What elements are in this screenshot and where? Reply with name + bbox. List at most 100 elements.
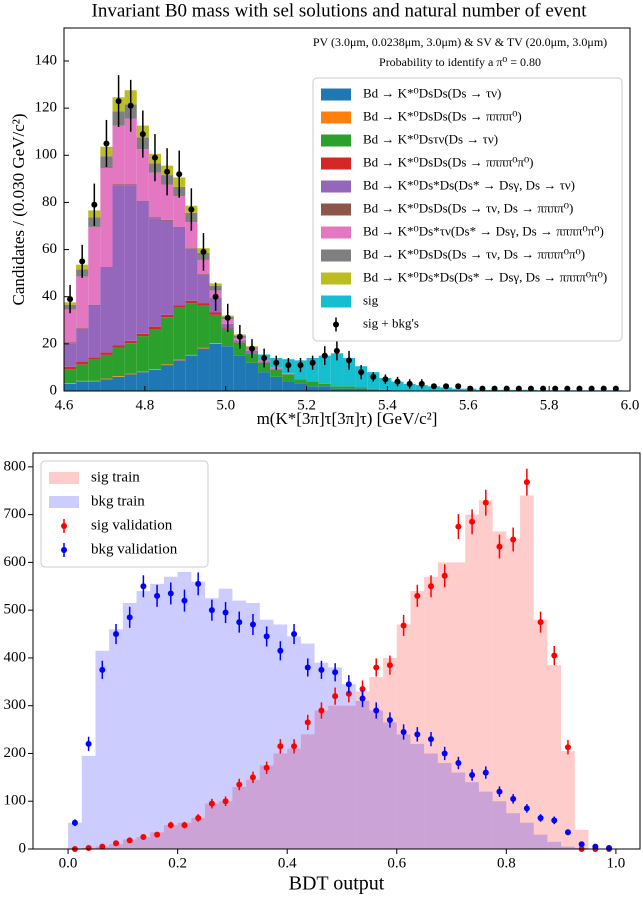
- histogram-bar: [451, 562, 466, 849]
- histogram-bar: [136, 201, 149, 202]
- data-point: [273, 359, 280, 366]
- histogram-bar: [300, 643, 315, 849]
- histogram-bar: [547, 665, 562, 849]
- data-point: [263, 633, 270, 640]
- histogram-bar: [88, 380, 101, 382]
- legend-label: Bd → K*⁰DsDs(Ds → τν, Ds → ππππ⁰): [363, 200, 573, 215]
- y-tick-label: 100: [4, 793, 27, 809]
- y-tick-label: 120: [35, 100, 58, 116]
- legend-label: Bd → K*⁰Ds*τν(Ds* → Dsγ, Ds → ππππ⁰π⁰): [363, 223, 604, 238]
- y-tick-label: 100: [35, 147, 58, 163]
- legend-marker: [333, 321, 339, 328]
- y-tick-label: 0: [19, 840, 27, 856]
- histogram-bar: [314, 662, 329, 849]
- data-point: [222, 609, 229, 616]
- histogram-bar: [492, 801, 507, 849]
- histogram-bar: [124, 373, 137, 375]
- histogram-bar: [95, 650, 110, 849]
- histogram-bar: [465, 514, 479, 849]
- histogram-bar: [148, 218, 162, 327]
- data-point: [99, 843, 106, 850]
- histogram-bar: [330, 388, 343, 391]
- data-point: [592, 843, 599, 850]
- data-point: [373, 664, 380, 671]
- histogram-bar: [109, 844, 123, 849]
- legend-swatch: [321, 249, 351, 262]
- data-point: [140, 834, 147, 841]
- histogram-bar: [205, 598, 219, 849]
- data-point: [263, 764, 270, 771]
- data-point: [430, 383, 437, 390]
- data-point: [467, 385, 474, 392]
- histogram-bar: [437, 763, 452, 849]
- data-point: [482, 769, 489, 776]
- histogram-bar: [383, 722, 397, 849]
- histogram-bar: [173, 196, 186, 227]
- histogram-bar: [136, 336, 149, 372]
- histogram-bar: [163, 576, 178, 849]
- histogram-bar: [163, 825, 178, 849]
- legend-label: sig: [363, 292, 379, 307]
- histogram-bar: [209, 314, 222, 344]
- y-tick-label: 60: [42, 241, 57, 257]
- x-axis-label: BDT output: [289, 873, 385, 895]
- histogram-bar: [161, 219, 174, 221]
- histogram-bar: [245, 362, 259, 391]
- histogram-bar: [136, 201, 149, 334]
- histogram-bar: [437, 562, 452, 849]
- data-point: [510, 795, 517, 802]
- histogram-bar: [185, 248, 198, 249]
- data-point: [277, 743, 284, 750]
- data-point: [503, 385, 510, 392]
- data-point: [91, 201, 98, 208]
- x-tick-label: 1.0: [607, 855, 626, 871]
- data-point: [370, 373, 377, 380]
- histogram-bar: [185, 354, 198, 356]
- data-point: [414, 592, 421, 599]
- histogram-bar: [173, 307, 186, 360]
- data-point: [441, 572, 448, 579]
- histogram-bar: [318, 383, 331, 387]
- histogram-bar: [112, 345, 125, 348]
- x-axis-label: m(K*[3π]τ[3π]τ) [GeV/c²]: [257, 409, 438, 428]
- plot-frame: [32, 452, 641, 850]
- data-point: [441, 750, 448, 757]
- histogram-bar: [81, 755, 96, 849]
- data-point: [418, 380, 425, 387]
- histogram-bar: [88, 381, 101, 391]
- data-point: [428, 583, 435, 590]
- histogram-bar: [124, 340, 137, 344]
- histogram-bar: [233, 355, 246, 391]
- data-point: [345, 690, 352, 697]
- data-point: [140, 583, 147, 590]
- histogram-bar: [76, 329, 89, 363]
- x-tick-label: 4.6: [55, 397, 74, 413]
- data-point: [167, 590, 174, 597]
- data-point: [79, 258, 86, 265]
- data-point: [181, 597, 188, 604]
- data-point: [373, 707, 380, 714]
- histogram-bar: [306, 381, 319, 387]
- histogram-bar: [173, 359, 186, 361]
- histogram-bar: [342, 358, 356, 387]
- data-point: [115, 98, 122, 105]
- data-point: [588, 385, 595, 392]
- data-point: [164, 168, 171, 175]
- annotation: Probability to identify a π⁰ = 0.80: [379, 55, 541, 69]
- histogram-bar: [161, 317, 174, 365]
- histogram-bar: [76, 364, 89, 381]
- x-tick-label: 5.4: [378, 397, 397, 413]
- y-tick-label: 600: [4, 554, 27, 570]
- histogram-bar: [100, 267, 113, 268]
- legend-swatch: [321, 111, 351, 124]
- legend-label: Bd → K*⁰DsDs(Ds → ππππ⁰): [363, 108, 522, 123]
- x-tick-label: 5.8: [540, 397, 559, 413]
- chart-title: Invariant B0 mass with sel solutions and…: [92, 0, 588, 21]
- histogram-bar: [136, 149, 149, 202]
- data-point: [469, 518, 476, 525]
- histogram-bar: [173, 227, 186, 306]
- histogram-bar: [221, 329, 234, 347]
- data-point: [167, 822, 174, 829]
- data-point: [321, 352, 328, 359]
- histogram-bar: [270, 376, 283, 391]
